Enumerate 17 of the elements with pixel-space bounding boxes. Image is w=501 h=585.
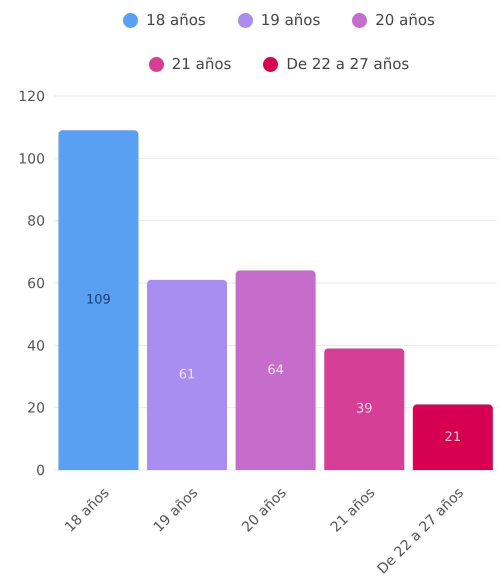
data-label: 109 xyxy=(86,292,111,308)
data-label: 61 xyxy=(178,367,196,382)
y-tick-label: 0 xyxy=(36,462,45,479)
y-tick-label: 20 xyxy=(27,400,45,417)
legend-label: 21 años xyxy=(172,55,232,73)
legend-label: De 22 a 27 años xyxy=(286,55,410,73)
legend-label: 19 años xyxy=(260,11,320,29)
y-tick-label: 100 xyxy=(18,151,45,168)
data-label: 21 xyxy=(444,430,462,445)
y-tick-label: 40 xyxy=(27,338,45,354)
y-tick-label: 120 xyxy=(18,88,45,105)
data-label: 39 xyxy=(356,402,373,417)
legend-label: 18 años xyxy=(146,11,206,29)
y-tick-label: 60 xyxy=(27,276,45,292)
y-tick-label: 80 xyxy=(27,214,45,230)
data-label: 64 xyxy=(267,362,284,378)
legend-label: 20 años xyxy=(375,11,435,29)
